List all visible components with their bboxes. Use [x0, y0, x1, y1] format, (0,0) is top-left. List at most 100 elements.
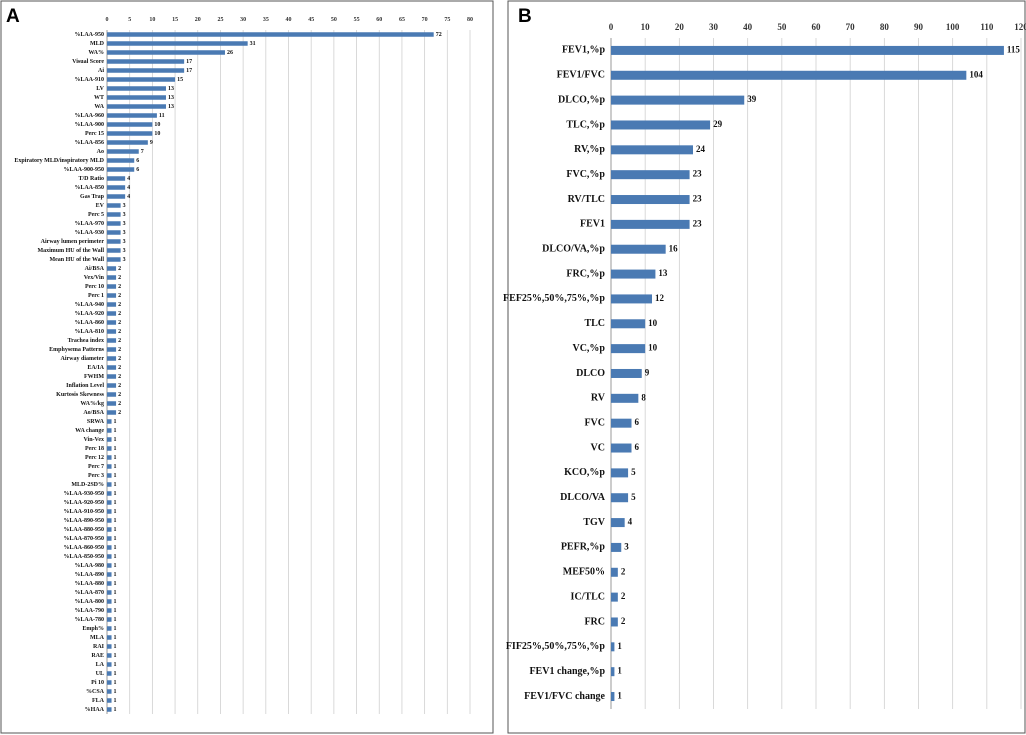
chart-a-category-label: %LAA-890-950 — [63, 518, 104, 524]
chart-a-bar — [107, 41, 248, 46]
chart-b-category-label: VC — [591, 442, 605, 453]
chart-b-category-label: FEV1,%p — [562, 45, 606, 56]
chart-a-value-label: 4 — [127, 185, 130, 191]
chart-a-bar — [107, 32, 434, 37]
chart-a-value-label: 1 — [114, 563, 117, 569]
chart-a-category-label: Perc 7 — [88, 464, 104, 470]
chart-b-bar — [611, 567, 618, 577]
chart-a-value-label: 3 — [123, 203, 126, 209]
chart-a-bar — [107, 365, 117, 370]
chart-a-tick-label: 80 — [467, 17, 473, 23]
chart-b-value-label: 6 — [635, 417, 640, 427]
chart-b-value-label: 104 — [969, 69, 983, 79]
chart-a-category-label: %LAA-910-950 — [63, 509, 104, 515]
chart-a-bar — [107, 50, 225, 55]
chart-b-category-label: DLCO,%p — [558, 94, 605, 105]
chart-a-bar — [107, 689, 112, 694]
chart-a-category-label: %LAA-810 — [74, 329, 104, 335]
chart-a-tick-label: 35 — [263, 17, 269, 23]
chart-b-value-label: 12 — [655, 293, 665, 303]
chart-a-value-label: 10 — [154, 131, 160, 137]
chart-a-category-label: Emph% — [82, 626, 104, 632]
chart-b-bar — [611, 692, 615, 702]
chart-b-bar — [611, 145, 693, 155]
chart-b-value-label: 6 — [635, 442, 640, 452]
chart-a-bar — [107, 527, 112, 532]
chart-b-bar — [611, 493, 629, 503]
chart-a-bar — [107, 185, 126, 190]
chart-b-tick-label: 20 — [675, 22, 685, 32]
chart-a-value-label: 1 — [114, 536, 117, 542]
chart-b-bar — [611, 294, 652, 304]
chart-a-bar — [107, 311, 117, 316]
chart-a-bar — [107, 392, 117, 397]
chart-a-category-label: %CSA — [86, 689, 105, 695]
chart-a-bar — [107, 608, 112, 613]
chart-b-tick-label: 120 — [1014, 22, 1026, 32]
chart-a-bar — [107, 176, 126, 181]
chart-a-value-label: 1 — [114, 482, 117, 488]
chart-a-value-label: 2 — [118, 338, 121, 344]
chart-b-value-label: 2 — [621, 591, 626, 601]
chart-b-category-label: DLCO — [576, 368, 605, 379]
chart-a-bar — [107, 59, 185, 64]
chart-a-bar — [107, 86, 166, 91]
chart-b-category-label: FEV1/FVC change — [524, 691, 605, 702]
chart-a-bar — [107, 257, 121, 262]
chart-a-value-label: 2 — [118, 293, 121, 299]
chart-a-value-label: 1 — [114, 518, 117, 524]
chart-a-bar — [107, 662, 112, 667]
chart-a-value-label: 1 — [114, 464, 117, 470]
chart-a-category-label: Vin-Vex — [83, 437, 104, 443]
chart-b-tick-label: 60 — [812, 22, 822, 32]
chart-b-category-label: FRC — [584, 616, 605, 627]
chart-a-tick-label: 70 — [422, 17, 428, 23]
chart-b-category-label: MEF50% — [563, 567, 605, 578]
panel-a-frame — [0, 0, 494, 734]
chart-a-category-label: %LAA-860 — [74, 320, 104, 326]
chart-a-bar — [107, 581, 112, 586]
chart-b-bar — [611, 319, 646, 329]
chart-b-bar — [611, 542, 622, 552]
chart-a-tick-label: 50 — [331, 17, 337, 23]
chart-a-tick-label: 10 — [149, 17, 155, 23]
chart-a-value-label: 1 — [114, 491, 117, 497]
chart-a-value-label: 72 — [436, 32, 442, 38]
chart-a-value-label: 1 — [114, 446, 117, 452]
chart-a-bar — [107, 518, 112, 523]
chart-a-value-label: 2 — [118, 266, 121, 272]
chart-b-tick-label: 30 — [709, 22, 719, 32]
chart-a-value-label: 2 — [118, 401, 121, 407]
chart-a-category-label: %LAA-910 — [74, 77, 104, 83]
chart-b-value-label: 24 — [696, 144, 706, 154]
chart-a-bar — [107, 320, 117, 325]
chart-a-value-label: 1 — [114, 545, 117, 551]
chart-a-bar — [107, 545, 112, 550]
chart-a-bar — [107, 500, 112, 505]
chart-a-value-label: 13 — [168, 104, 174, 110]
chart-b-value-label: 1 — [617, 666, 622, 676]
chart-a-category-label: Perc 3 — [88, 473, 104, 479]
chart-a-bar — [107, 554, 112, 559]
chart-a-bar — [107, 131, 153, 136]
chart-b-value-label: 1 — [617, 691, 622, 701]
chart-b-category-label: FEF25%,50%,75%,%p — [503, 293, 605, 304]
chart-a-bar — [107, 635, 112, 640]
chart-a-category-label: Trachea index — [68, 338, 104, 344]
chart-a-category-label: %LAA-856 — [74, 140, 104, 146]
chart-a-bar — [107, 563, 112, 568]
chart-a-value-label: 2 — [118, 302, 121, 308]
chart-b-category-label: TLC — [584, 318, 605, 329]
chart-a-category-label: Perc 12 — [85, 455, 104, 461]
chart-a-category-label: WT — [94, 95, 104, 101]
chart-b-value-label: 2 — [621, 616, 626, 626]
chart-b-value-label: 23 — [693, 218, 703, 228]
chart-a-value-label: 10 — [154, 122, 160, 128]
chart-a-category-label: Ai — [98, 68, 104, 74]
chart-a-category-label: %LAA-950 — [74, 32, 104, 38]
chart-b-tick-label: 0 — [609, 22, 614, 32]
chart-a-bar — [107, 374, 117, 379]
chart-a-value-label: 1 — [114, 689, 117, 695]
chart-b-value-label: 10 — [648, 318, 658, 328]
